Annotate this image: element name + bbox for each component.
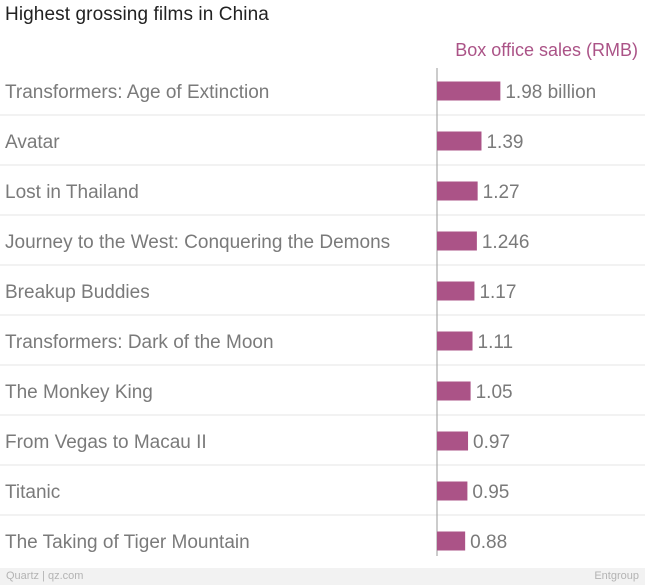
category-label: Titanic — [5, 482, 60, 503]
value-label: 1.05 — [476, 382, 513, 403]
value-label: 1.17 — [479, 282, 516, 303]
value-label: 0.97 — [473, 432, 510, 453]
bar — [437, 181, 478, 201]
footer-credit: Quartz | qz.com — [6, 570, 84, 582]
bar — [437, 81, 501, 101]
value-label: 0.95 — [472, 482, 509, 503]
value-label: 1.98 billion — [505, 82, 596, 103]
value-labels: 1.98 billion 1.39 1.27 1.246 1.17 1.11 1.05 0.9… — [470, 82, 596, 553]
bar — [437, 431, 469, 451]
category-label: From Vegas to Macau II — [5, 432, 207, 453]
value-label: 1.27 — [483, 182, 520, 203]
category-labels: Transformers: Age of Extinction Avatar Los… — [5, 82, 390, 553]
bar — [437, 481, 468, 501]
bar — [437, 531, 466, 551]
bar — [437, 231, 477, 251]
value-label: 1.246 — [482, 232, 530, 253]
value-label: 1.39 — [486, 132, 523, 153]
value-label: 1.11 — [478, 332, 514, 353]
category-label: Lost in Thailand — [5, 182, 139, 203]
footer: Quartz | qz.com Entgroup — [0, 568, 645, 585]
bar — [437, 131, 482, 151]
category-label: Journey to the West: Conquering the Demo… — [5, 232, 390, 253]
category-label: Breakup Buddies — [5, 282, 150, 303]
bar — [437, 331, 473, 351]
bars — [437, 81, 501, 551]
bar — [437, 381, 471, 401]
bar — [437, 281, 475, 301]
category-label: The Monkey King — [5, 382, 153, 403]
value-label: 0.88 — [470, 532, 507, 553]
category-label: Transformers: Age of Extinction — [5, 82, 269, 103]
category-label: Avatar — [5, 132, 60, 153]
footer-source: Entgroup — [594, 570, 639, 582]
gridlines — [0, 114, 645, 516]
category-label: Transformers: Dark of the Moon — [5, 332, 274, 353]
chart-title: Highest grossing films in China — [5, 4, 269, 25]
axis-title: Box office sales (RMB) — [455, 40, 638, 60]
category-label: The Taking of Tiger Mountain — [5, 532, 250, 553]
